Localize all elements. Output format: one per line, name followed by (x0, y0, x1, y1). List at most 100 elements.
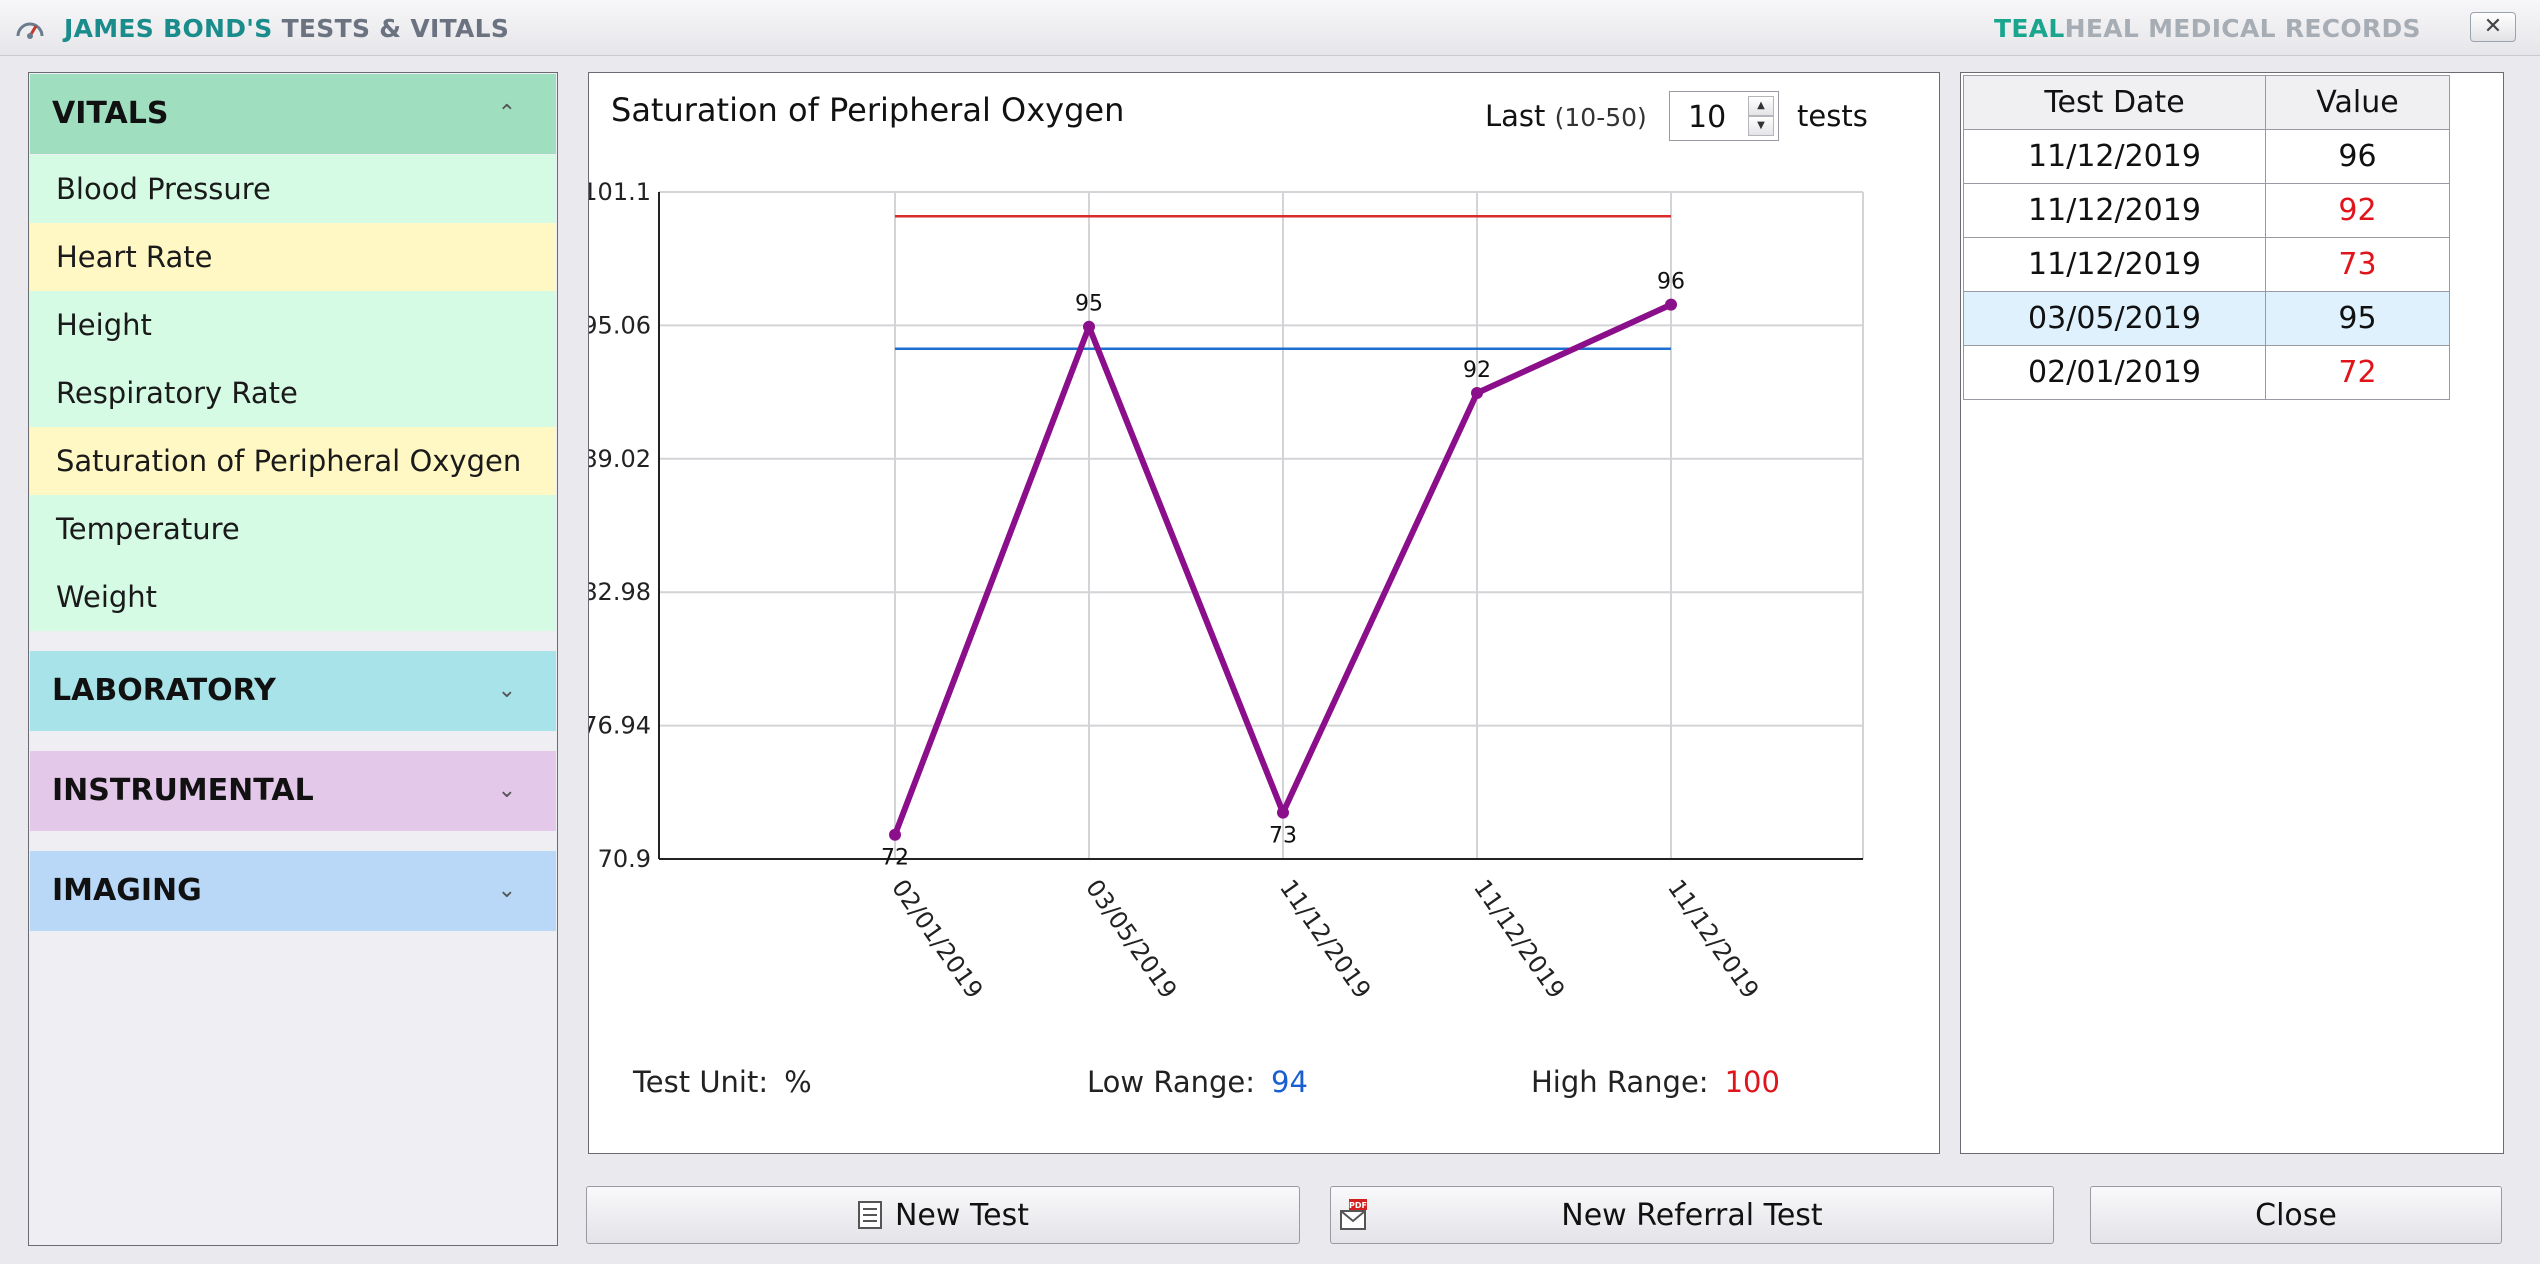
pdf-badge-text: PDF (1349, 1201, 1367, 1210)
section-header-vitals[interactable]: VITALS ⌃ (30, 74, 556, 154)
section-header-laboratory[interactable]: LABORATORY ⌄ (30, 651, 556, 731)
cell-value: 96 (2265, 129, 2450, 184)
results-table: Test Date Value 11/12/2019 96 11/12/2019 92… (1963, 75, 2450, 400)
patient-name: JAMES BOND'S (64, 14, 273, 43)
table-row[interactable]: 03/05/2019 95 (1963, 291, 2450, 346)
brand-logo: TEALHEAL MEDICAL RECORDS (1994, 14, 2421, 43)
document-list-icon (857, 1201, 882, 1229)
x-tick-label: 11/12/2019 (1468, 874, 1570, 1003)
close-icon: ✕ (2483, 14, 2503, 39)
new-referral-test-button[interactable]: PDF New Referral Test (1330, 1186, 2054, 1244)
chevron-double-down-icon: ⌄ (497, 778, 516, 803)
stepper-buttons: ▲ ▼ (1748, 96, 1774, 136)
sidebar-item-height[interactable]: Height (30, 291, 556, 359)
data-point (1083, 320, 1095, 333)
sidebar-item-temperature[interactable]: Temperature (30, 495, 556, 563)
cell-value: 72 (2265, 345, 2450, 400)
test-unit-label: Test Unit: (633, 1065, 769, 1099)
window-title: JAMES BOND'S TESTS & VITALS (64, 14, 509, 43)
data-label: 92 (1463, 358, 1491, 383)
x-tick-label: 02/01/2019 (886, 874, 988, 1003)
table-row[interactable]: 11/12/2019 73 (1963, 237, 2450, 292)
cell-value: 92 (2265, 183, 2450, 238)
close-label: Close (2255, 1197, 2337, 1233)
data-point (889, 828, 901, 841)
last-count-label: Last (10-50) (1485, 99, 1647, 133)
pdf-mail-icon: PDF (1339, 1199, 1369, 1239)
cell-test-date: 02/01/2019 (1963, 345, 2266, 400)
cell-test-date: 11/12/2019 (1963, 129, 2266, 184)
sidebar-item-heart-rate[interactable]: Heart Rate (30, 223, 556, 291)
y-tick-label: 95.06 (589, 311, 651, 339)
new-test-label: New Test (894, 1197, 1030, 1233)
data-label: 96 (1657, 270, 1685, 295)
y-tick-label: 101.1 (589, 178, 651, 206)
x-tick-label: 03/05/2019 (1080, 874, 1182, 1003)
cell-test-date: 11/12/2019 (1963, 183, 2266, 238)
brand-part-a: TEAL (1994, 14, 2065, 43)
low-range-value: 94 (1271, 1065, 1308, 1099)
y-tick-label: 89.02 (589, 445, 651, 473)
data-point (1277, 806, 1289, 819)
cell-test-date: 03/05/2019 (1963, 291, 2266, 346)
high-range-info: High Range: 100 (1531, 1065, 1780, 1099)
data-label: 73 (1269, 824, 1297, 849)
column-header-value[interactable]: Value (2265, 75, 2450, 130)
section-label-instrumental: INSTRUMENTAL (52, 773, 314, 808)
section-header-imaging[interactable]: IMAGING ⌄ (30, 851, 556, 931)
cell-value: 95 (2265, 291, 2450, 346)
sidebar-item-saturation-of-peripheral-oxygen[interactable]: Saturation of Peripheral Oxygen (30, 427, 556, 495)
test-unit-info: Test Unit:% (633, 1065, 812, 1099)
low-range-label: Low Range: (1087, 1065, 1256, 1099)
close-button[interactable]: Close (2090, 1186, 2502, 1244)
y-tick-label: 76.94 (589, 712, 651, 740)
table-row[interactable]: 11/12/2019 92 (1963, 183, 2450, 238)
tests-label: tests (1797, 99, 1868, 133)
chart-title: Saturation of Peripheral Oxygen (611, 91, 1125, 129)
last-label: Last (1485, 99, 1546, 133)
data-point (1665, 298, 1677, 311)
stepper-down-icon[interactable]: ▼ (1748, 116, 1774, 136)
stepper-up-icon[interactable]: ▲ (1748, 96, 1774, 116)
test-count-stepper[interactable]: 10 ▲ ▼ (1669, 91, 1779, 141)
high-range-value: 100 (1724, 1065, 1780, 1099)
vitals-list: Blood Pressure Heart Rate Height Respira… (30, 155, 556, 631)
x-tick-label: 11/12/2019 (1662, 874, 1764, 1003)
section-label-vitals: VITALS (52, 96, 169, 131)
column-header-test-date[interactable]: Test Date (1963, 75, 2266, 130)
cell-value: 73 (2265, 237, 2450, 292)
chart-panel: Saturation of Peripheral Oxygen Last (10… (588, 72, 1940, 1154)
table-row[interactable]: 11/12/2019 96 (1963, 129, 2450, 184)
count-range-label: (10-50) (1554, 103, 1647, 132)
sidebar-item-weight[interactable]: Weight (30, 563, 556, 631)
table-row[interactable]: 02/01/2019 72 (1963, 345, 2450, 400)
sidebar-item-respiratory-rate[interactable]: Respiratory Rate (30, 359, 556, 427)
section-label-laboratory: LABORATORY (52, 673, 276, 708)
category-sidebar: VITALS ⌃ Blood Pressure Heart Rate Heigh… (28, 72, 558, 1246)
section-label-imaging: IMAGING (52, 873, 202, 908)
window-close-button[interactable]: ✕ (2470, 12, 2516, 42)
window-title-rest: TESTS & VITALS (272, 14, 510, 43)
title-bar: JAMES BOND'S TESTS & VITALS TEALHEAL MED… (0, 0, 2540, 56)
data-label: 72 (881, 846, 909, 871)
table-header-row: Test Date Value (1963, 75, 2450, 130)
data-point (1471, 386, 1483, 399)
y-tick-label: 82.98 (589, 578, 651, 606)
chevron-double-down-icon: ⌄ (497, 878, 516, 903)
chevron-double-up-icon: ⌃ (497, 101, 516, 126)
results-panel: Test Date Value 11/12/2019 96 11/12/2019 92… (1960, 72, 2504, 1154)
x-tick-label: 11/12/2019 (1274, 874, 1376, 1003)
test-count-value[interactable]: 10 (1688, 100, 1727, 135)
new-test-button[interactable]: New Test (586, 1186, 1300, 1244)
data-label: 95 (1075, 292, 1103, 317)
low-range-info: Low Range: 94 (1087, 1065, 1308, 1099)
high-range-label: High Range: (1531, 1065, 1709, 1099)
oxygen-line-chart: 101.1 95.06 89.02 82.98 76.94 70.9 72 02/01/201… (589, 178, 1864, 1004)
gauge-icon (16, 22, 44, 39)
sidebar-item-blood-pressure[interactable]: Blood Pressure (30, 155, 556, 223)
section-header-instrumental[interactable]: INSTRUMENTAL ⌄ (30, 751, 556, 831)
y-tick-label: 70.9 (598, 845, 651, 873)
new-referral-test-label: New Referral Test (1561, 1197, 1823, 1233)
brand-part-b: HEAL MEDICAL RECORDS (2064, 14, 2421, 43)
chevron-double-down-icon: ⌄ (497, 678, 516, 703)
